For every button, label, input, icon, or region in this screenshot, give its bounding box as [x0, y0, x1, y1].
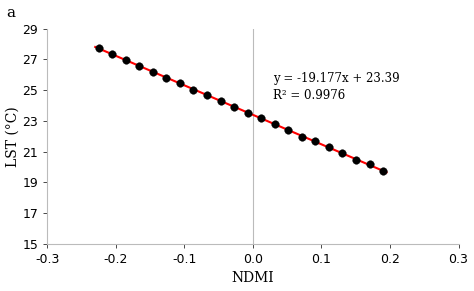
Point: [379, 168, 387, 173]
Point: [136, 63, 143, 68]
Point: [325, 145, 333, 150]
Point: [230, 105, 238, 109]
Point: [298, 134, 306, 139]
Point: [366, 162, 374, 166]
Point: [163, 75, 170, 80]
Text: a: a: [6, 6, 15, 20]
Point: [203, 92, 211, 97]
Point: [271, 122, 279, 127]
Point: [339, 151, 346, 156]
Point: [109, 52, 116, 57]
Text: R² = 0.9976: R² = 0.9976: [273, 88, 346, 102]
Point: [352, 157, 360, 162]
Point: [122, 58, 129, 62]
Text: y = -19.177x + 23.39: y = -19.177x + 23.39: [273, 72, 400, 85]
Point: [149, 70, 156, 74]
Point: [190, 88, 197, 92]
X-axis label: NDMI: NDMI: [232, 272, 274, 285]
Point: [217, 98, 224, 103]
Point: [311, 139, 319, 144]
Point: [95, 45, 102, 50]
Point: [284, 128, 292, 132]
Point: [176, 81, 184, 86]
Point: [244, 110, 251, 115]
Y-axis label: LST (°C): LST (°C): [6, 106, 19, 166]
Point: [257, 116, 265, 120]
